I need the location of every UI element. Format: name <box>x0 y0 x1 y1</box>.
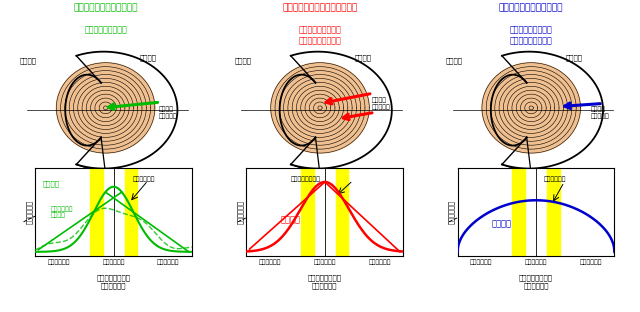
Text: 乱れ発生域の
圧力分布: 乱れ発生域の 圧力分布 <box>51 206 74 218</box>
Text: プラズマ境界: プラズマ境界 <box>580 260 602 265</box>
Text: 乱れ有り: 乱れ有り <box>43 180 60 187</box>
Polygon shape <box>56 63 155 153</box>
Text: 磁場の乱れが発生
しやすい領域: 磁場の乱れが発生 しやすい領域 <box>519 275 553 289</box>
Bar <box>90 168 102 256</box>
Bar <box>301 168 314 256</box>
Text: 周辺部のみを加熱した場合: 周辺部のみを加熱した場合 <box>499 3 563 12</box>
Text: プラズマ中心: プラズマ中心 <box>102 260 125 265</box>
Text: プラズマ中心: プラズマ中心 <box>314 260 336 265</box>
Polygon shape <box>271 63 369 153</box>
Text: （磁場の乱れ無し、
プラズマ圧力低い）: （磁場の乱れ無し、 プラズマ圧力低い） <box>510 26 552 45</box>
Text: 乱れ無し: 乱れ無し <box>280 216 300 225</box>
Text: プラズマ境界: プラズマ境界 <box>369 260 391 265</box>
Text: 磁場の乱れが発生
しやすい領域: 磁場の乱れが発生 しやすい領域 <box>97 275 131 289</box>
Text: 圧力の勾配中程度: 圧力の勾配中程度 <box>291 176 320 182</box>
Text: プラズマ: プラズマ <box>234 57 252 64</box>
Text: 圧力の勾配大: 圧力の勾配大 <box>132 176 155 182</box>
Bar <box>547 168 559 256</box>
Text: 乱れ無し: 乱れ無し <box>492 220 511 229</box>
Text: 真空容器: 真空容器 <box>354 55 371 61</box>
Text: 中性粒子
ビーム加熱: 中性粒子 ビーム加熱 <box>158 107 177 119</box>
Text: プラズマ境界: プラズマ境界 <box>157 260 180 265</box>
Bar <box>513 168 525 256</box>
Text: プラズマ圧力: プラズマ圧力 <box>237 200 244 224</box>
Text: 磁場の乱れが発生
しやすい領域: 磁場の乱れが発生 しやすい領域 <box>308 275 342 289</box>
Text: 中心部と周辺部を加熱した場合: 中心部と周辺部を加熱した場合 <box>282 3 358 12</box>
Text: プラズマ境界: プラズマ境界 <box>470 260 492 265</box>
Bar <box>336 168 348 256</box>
Text: プラズマ圧力: プラズマ圧力 <box>26 200 33 224</box>
Text: 圧力の勾配小: 圧力の勾配小 <box>544 176 566 182</box>
Bar <box>125 168 137 256</box>
Text: 中性粒子
ビーム加熱: 中性粒子 ビーム加熱 <box>371 98 390 110</box>
Text: プラズマ: プラズマ <box>20 57 37 64</box>
Text: 中性粒子
ビーム加熱: 中性粒子 ビーム加熱 <box>591 107 609 119</box>
Text: 中心部のみを加熱した場合: 中心部のみを加熱した場合 <box>74 3 138 12</box>
Text: プラズマ境界: プラズマ境界 <box>47 260 70 265</box>
Text: プラズマ境界: プラズマ境界 <box>259 260 281 265</box>
Text: プラズマ: プラズマ <box>445 57 463 64</box>
Text: プラズマ中心: プラズマ中心 <box>525 260 547 265</box>
Text: プラズマ圧力: プラズマ圧力 <box>448 200 455 224</box>
Text: 真空容器: 真空容器 <box>565 55 582 61</box>
Polygon shape <box>482 63 580 153</box>
Text: （磁場の乱れ有り）: （磁場の乱れ有り） <box>84 26 127 35</box>
Text: 真空容器: 真空容器 <box>140 55 157 61</box>
Text: （磁場の乱れ無し、
プラズマ圧力高い）: （磁場の乱れ無し、 プラズマ圧力高い） <box>299 26 341 45</box>
